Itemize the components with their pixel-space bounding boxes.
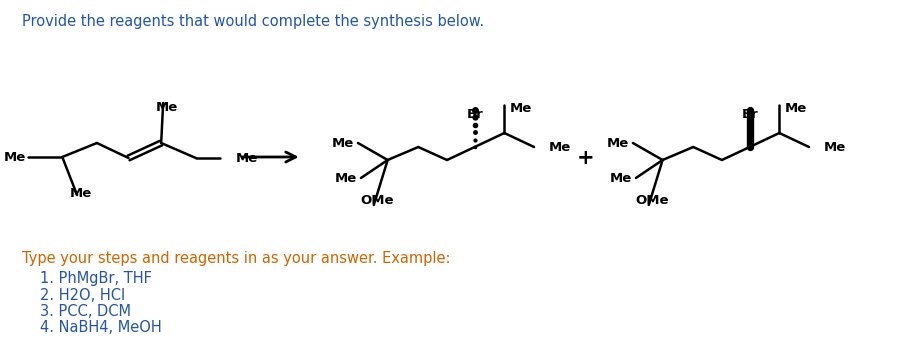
Text: Me: Me: [549, 141, 571, 153]
Text: Me: Me: [607, 136, 629, 150]
Text: Me: Me: [4, 151, 26, 163]
Text: Me: Me: [156, 101, 178, 113]
Text: Me: Me: [335, 171, 357, 185]
Text: 4. NaBH4, MeOH: 4. NaBH4, MeOH: [40, 321, 162, 336]
Text: OMe: OMe: [635, 194, 668, 206]
Text: Type your steps and reagents in as your answer. Example:: Type your steps and reagents in as your …: [22, 251, 450, 265]
Text: OMe: OMe: [360, 194, 393, 206]
Text: 1. PhMgBr, THF: 1. PhMgBr, THF: [40, 271, 152, 286]
Text: Br: Br: [466, 108, 483, 120]
Text: Provide the reagents that would complete the synthesis below.: Provide the reagents that would complete…: [22, 14, 484, 29]
Text: Me: Me: [610, 171, 632, 185]
Text: Me: Me: [331, 136, 354, 150]
Text: Me: Me: [235, 152, 258, 164]
Text: Br: Br: [741, 108, 758, 120]
Text: Me: Me: [509, 102, 532, 115]
Text: Me: Me: [70, 186, 92, 200]
Text: 2. H2O, HCl: 2. H2O, HCl: [40, 288, 125, 304]
Text: 3. PCC, DCM: 3. PCC, DCM: [40, 305, 130, 320]
Text: Me: Me: [823, 141, 846, 153]
Text: Me: Me: [784, 102, 806, 115]
Text: +: +: [577, 148, 594, 168]
